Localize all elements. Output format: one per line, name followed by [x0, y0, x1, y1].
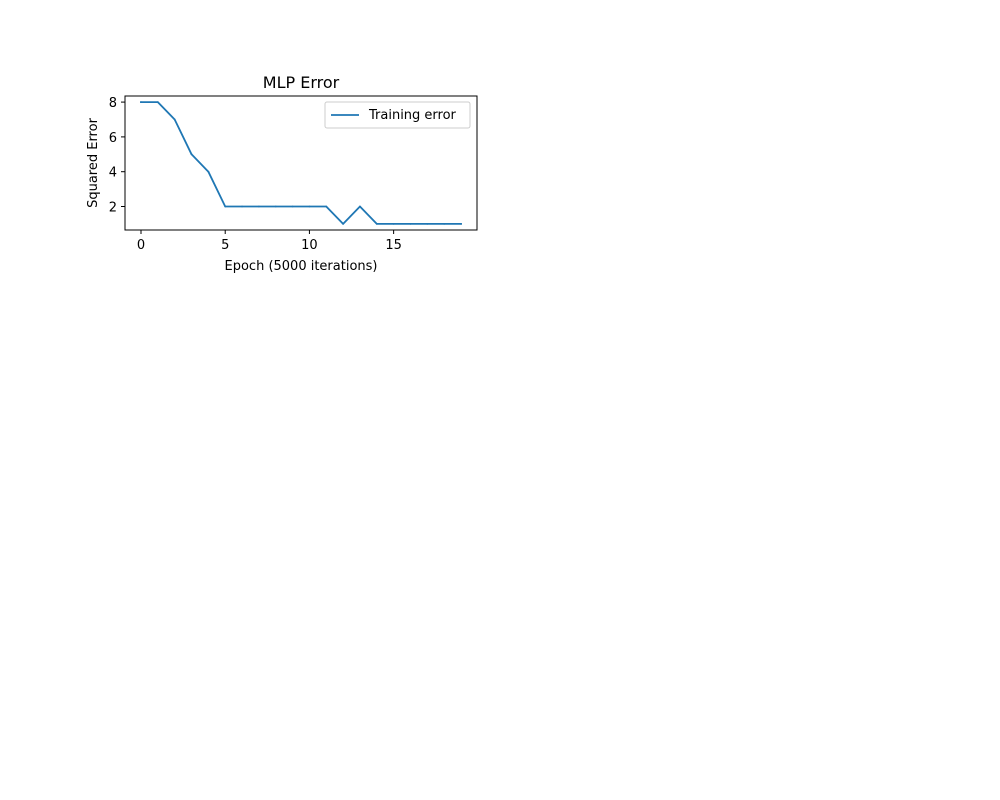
- data-point: [291, 205, 294, 208]
- data-point: [274, 205, 277, 208]
- y-tick-label: 4: [109, 166, 117, 181]
- data-point: [308, 205, 311, 208]
- data-point: [409, 223, 412, 225]
- data-point: [392, 223, 395, 225]
- y-axis-ticks: 2 4 6 8: [109, 96, 125, 216]
- data-point: [460, 223, 462, 225]
- y-tick-label: 2: [109, 201, 117, 216]
- data-point: [241, 205, 243, 208]
- data-point: [443, 223, 446, 225]
- x-tick-label: 15: [385, 238, 402, 253]
- data-point: [375, 223, 378, 225]
- legend-box: [324, 101, 471, 129]
- x-axis-ticks: 0 5 10 15: [137, 230, 402, 253]
- y-tick-label: 8: [109, 96, 117, 111]
- data-point: [156, 101, 159, 103]
- data-point: [359, 205, 361, 208]
- series-layer: [140, 101, 462, 225]
- legend-label: Training error: [368, 108, 457, 123]
- y-axis-label: Squared Error: [86, 117, 101, 207]
- legend: Training error: [324, 101, 471, 129]
- data-point: [325, 205, 328, 208]
- chart-title: MLP Error: [263, 73, 340, 92]
- data-point: [426, 223, 429, 225]
- x-tick-label: 10: [301, 238, 318, 253]
- y-tick-label: 6: [109, 131, 117, 146]
- data-point: [173, 118, 176, 121]
- data-point: [224, 205, 227, 208]
- data-point: [207, 170, 210, 173]
- x-tick-label: 0: [137, 238, 145, 253]
- data-point: [257, 205, 260, 208]
- x-axis-label: Epoch (5000 iterations): [225, 259, 378, 274]
- series-line-training-error: [140, 101, 462, 225]
- data-point: [190, 153, 193, 156]
- x-tick-label: 5: [221, 238, 229, 253]
- data-point: [140, 101, 142, 103]
- plot-frame: [124, 95, 478, 231]
- data-point: [342, 223, 345, 225]
